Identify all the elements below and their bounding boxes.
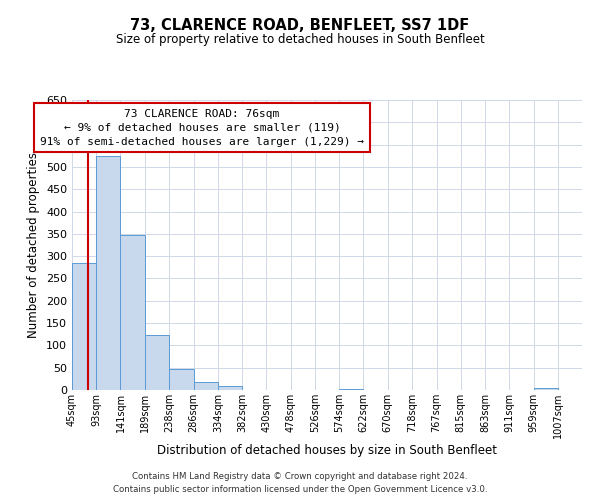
Text: 73, CLARENCE ROAD, BENFLEET, SS7 1DF: 73, CLARENCE ROAD, BENFLEET, SS7 1DF (130, 18, 470, 32)
Text: Size of property relative to detached houses in South Benfleet: Size of property relative to detached ho… (116, 34, 484, 46)
Bar (121, 235, 145, 390)
Text: Contains HM Land Registry data © Crown copyright and database right 2024.
Contai: Contains HM Land Registry data © Crown c… (113, 472, 487, 494)
Bar (218, 386, 242, 390)
Bar (339, 388, 364, 390)
Bar (96, 156, 121, 390)
Bar (169, 368, 194, 390)
Bar (194, 382, 218, 390)
Bar (533, 388, 558, 390)
Y-axis label: Number of detached properties: Number of detached properties (28, 152, 40, 338)
Bar (145, 334, 169, 390)
Bar (72, 264, 96, 390)
Text: 73 CLARENCE ROAD: 76sqm
← 9% of detached houses are smaller (119)
91% of semi-de: 73 CLARENCE ROAD: 76sqm ← 9% of detached… (40, 108, 364, 146)
X-axis label: Distribution of detached houses by size in South Benfleet: Distribution of detached houses by size … (157, 444, 497, 456)
